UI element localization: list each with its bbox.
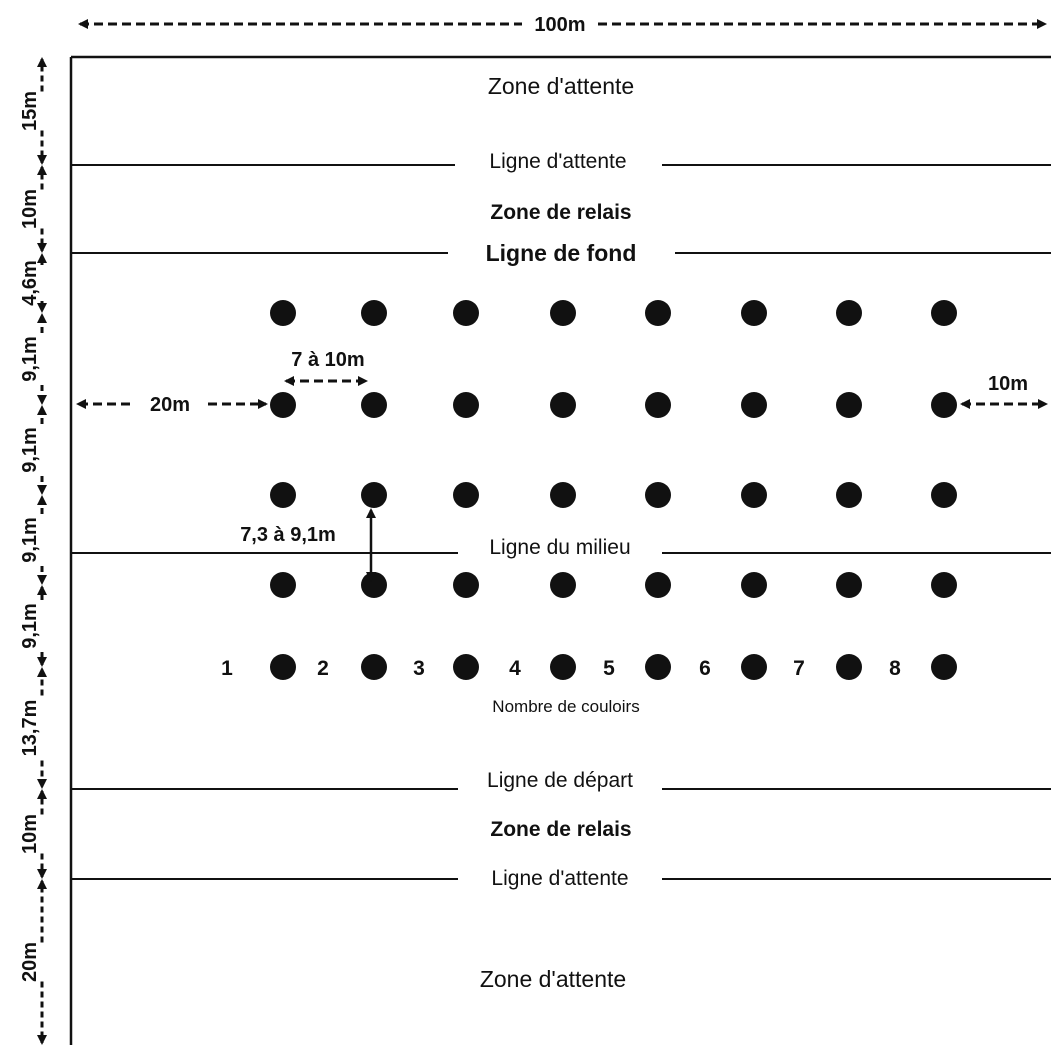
middle-line: Ligne du milieu xyxy=(71,536,1051,559)
vertical-dimension-label: 15m xyxy=(19,91,41,131)
marker-dot xyxy=(836,482,862,508)
marker-dot xyxy=(836,572,862,598)
marker-dot xyxy=(453,572,479,598)
marker-dot xyxy=(741,654,767,680)
right-margin-dimension: 10m xyxy=(960,373,1048,409)
left-margin-dimension: 20m xyxy=(76,394,268,416)
marker-dot xyxy=(550,392,576,418)
marker-dot xyxy=(550,482,576,508)
marker-dot xyxy=(270,300,296,326)
marker-dot xyxy=(741,300,767,326)
marker-dot xyxy=(931,300,957,326)
marker-dot xyxy=(270,392,296,418)
lane-numbers: 1 2 3 4 5 6 7 8 xyxy=(221,657,901,680)
vertical-dimension-label: 4,6m xyxy=(19,260,41,306)
marker-dot xyxy=(645,300,671,326)
top-waiting-line: Ligne d'attente xyxy=(71,150,1051,173)
marker-dot xyxy=(361,654,387,680)
back-line: Ligne de fond xyxy=(71,240,1051,266)
marker-dot xyxy=(453,392,479,418)
marker-dot xyxy=(645,572,671,598)
marker-dot xyxy=(550,300,576,326)
marker-dot xyxy=(550,572,576,598)
top-waiting-line-label: Ligne d'attente xyxy=(489,150,626,173)
field-boundary xyxy=(69,55,1051,1045)
marker-dot xyxy=(270,654,296,680)
zone-top-waiting-label: Zone d'attente xyxy=(488,73,634,99)
width-dimension-label: 100m xyxy=(534,14,585,36)
vertical-dimension-label: 10m xyxy=(19,189,41,229)
lane-number: 6 xyxy=(699,657,711,680)
width-dimension: 100m xyxy=(78,14,1047,36)
marker-dot xyxy=(931,482,957,508)
marker-dot xyxy=(645,654,671,680)
marker-dot xyxy=(645,482,671,508)
bottom-waiting-line-label: Ligne d'attente xyxy=(491,867,628,890)
bottom-waiting-line: Ligne d'attente xyxy=(71,867,1051,890)
marker-dot xyxy=(931,392,957,418)
marker-dot xyxy=(550,654,576,680)
zone-top-relay-label: Zone de relais xyxy=(490,201,631,224)
marker-dot xyxy=(270,572,296,598)
vertical-dimension-label: 9,1m xyxy=(19,517,41,563)
lane-number: 8 xyxy=(889,657,901,680)
vertical-dimension-label: 13,7m xyxy=(19,700,41,757)
marker-grid xyxy=(270,300,957,680)
lane-number: 5 xyxy=(603,657,615,680)
vertical-dimension-label: 9,1m xyxy=(19,427,41,473)
vertical-dimension-label: 9,1m xyxy=(19,336,41,382)
start-line: Ligne de départ xyxy=(71,769,1051,792)
marker-dot xyxy=(836,300,862,326)
marker-dot xyxy=(645,392,671,418)
vertical-dimension-label: 10m xyxy=(19,814,41,854)
marker-dot xyxy=(836,654,862,680)
marker-dot xyxy=(361,300,387,326)
marker-dot xyxy=(453,300,479,326)
marker-dot xyxy=(931,572,957,598)
start-line-label: Ligne de départ xyxy=(487,769,633,792)
back-line-label: Ligne de fond xyxy=(486,240,637,266)
lane-number: 3 xyxy=(413,657,425,680)
vertical-dimension-label: 9,1m xyxy=(19,603,41,649)
lane-number: 2 xyxy=(317,657,329,680)
marker-dot xyxy=(270,482,296,508)
marker-dot xyxy=(361,572,387,598)
marker-dot xyxy=(361,392,387,418)
marker-dot xyxy=(931,654,957,680)
marker-dot xyxy=(741,572,767,598)
marker-dot xyxy=(453,482,479,508)
middle-line-label: Ligne du milieu xyxy=(489,536,630,559)
left-margin-label: 20m xyxy=(150,394,190,416)
right-margin-label: 10m xyxy=(988,373,1028,395)
lane-number: 7 xyxy=(793,657,805,680)
cone-spacing-dimension: 7 à 10m xyxy=(284,349,368,386)
row-spacing-dimension: 7,3 à 9,1m xyxy=(240,508,376,582)
cone-spacing-label: 7 à 10m xyxy=(291,349,364,371)
marker-dot xyxy=(836,392,862,418)
marker-dot xyxy=(361,482,387,508)
vertical-dimension-label: 20m xyxy=(19,942,41,982)
vertical-dimensions: 15m 10m 4,6m 9,1m 9,1m 9,1m 9,1m 13,7m 10m 20m xyxy=(19,57,47,1045)
lane-number: 4 xyxy=(509,657,521,680)
marker-dot xyxy=(453,654,479,680)
lanes-caption: Nombre de couloirs xyxy=(492,697,639,716)
zone-bottom-waiting-label: Zone d'attente xyxy=(480,966,626,992)
lane-number: 1 xyxy=(221,657,233,680)
zone-bottom-relay-label: Zone de relais xyxy=(490,818,631,841)
marker-dot xyxy=(741,482,767,508)
marker-dot xyxy=(741,392,767,418)
row-spacing-label: 7,3 à 9,1m xyxy=(240,524,336,546)
